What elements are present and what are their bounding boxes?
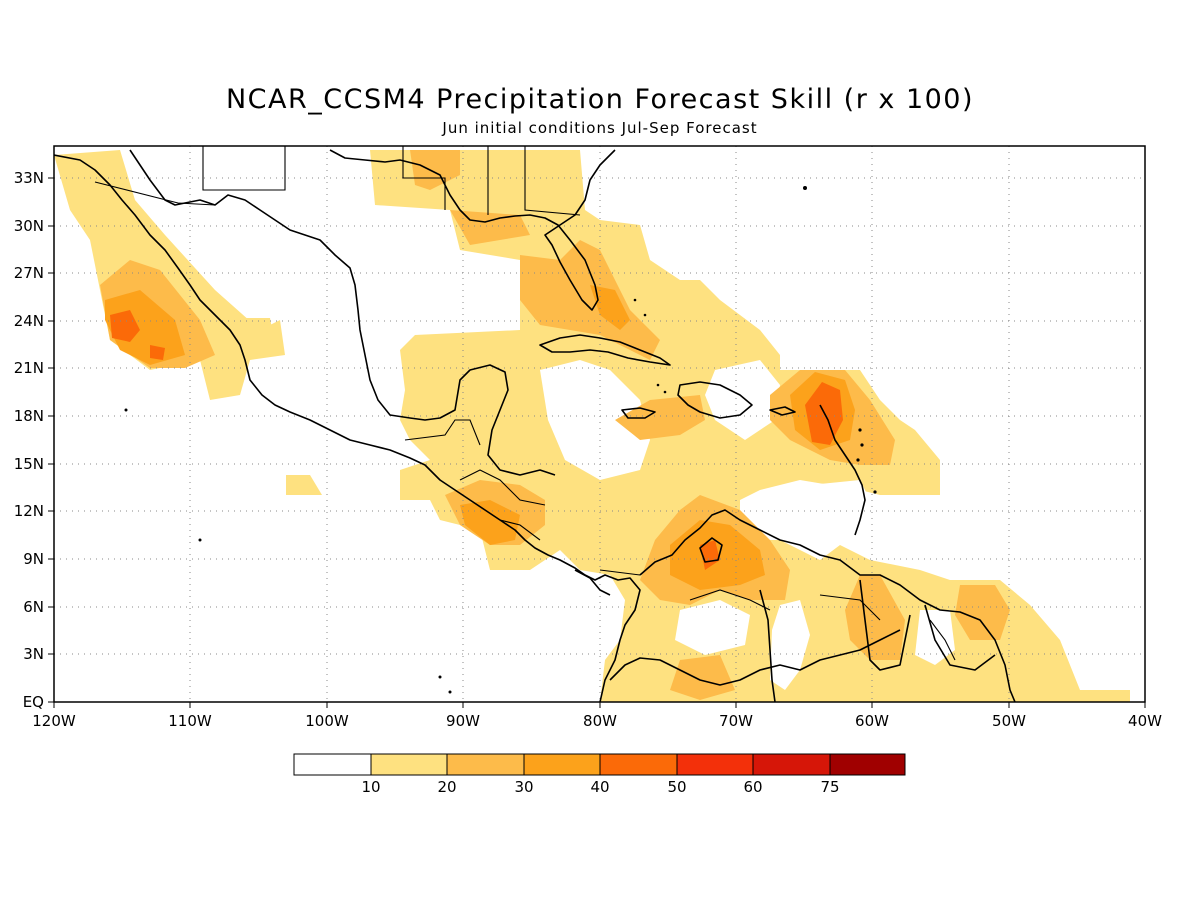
colorbar-swatch (599, 753, 678, 776)
country-borders (94, 146, 956, 661)
colorbar-swatch (523, 753, 601, 776)
y-tick-label: 18N (14, 407, 44, 425)
y-tick-label: EQ (23, 693, 44, 711)
colorbar-label: 40 (590, 778, 609, 796)
tick-marks (48, 177, 1146, 708)
x-tick-label: 50W (992, 712, 1026, 730)
x-tick-label: 110W (168, 712, 212, 730)
y-axis-labels: EQ 3N 6N 9N 12N 15N 18N 21N 24N 27N 30N … (14, 169, 44, 711)
map-subtitle: Jun initial conditions Jul-Sep Forecast (442, 119, 758, 137)
skill-shading (54, 150, 1130, 702)
map-title: NCAR_CCSM4 Precipitation Forecast Skill … (225, 84, 975, 115)
y-tick-label: 12N (14, 502, 44, 520)
x-tick-label: 120W (32, 712, 76, 730)
colorbar-label: 20 (437, 778, 456, 796)
x-tick-label: 40W (1128, 712, 1162, 730)
colorbar: 10 20 30 40 50 60 75 (293, 753, 906, 796)
islands (124, 186, 877, 694)
colorbar-label: 60 (743, 778, 762, 796)
y-tick-label: 6N (23, 598, 44, 616)
colorbar-swatch (829, 753, 906, 776)
x-tick-label: 100W (305, 712, 349, 730)
y-tick-label: 27N (14, 264, 44, 282)
colorbar-label: 75 (820, 778, 839, 796)
colorbar-swatch (676, 753, 754, 776)
x-tick-label: 60W (855, 712, 889, 730)
y-tick-label: 15N (14, 455, 44, 473)
coastlines (54, 149, 1016, 702)
colorbar-label: 50 (667, 778, 686, 796)
y-tick-label: 33N (14, 169, 44, 187)
colorbar-swatch (446, 753, 525, 776)
colorbar-label: 30 (514, 778, 533, 796)
y-tick-label: 3N (23, 645, 44, 663)
colorbar-swatch (752, 753, 831, 776)
x-axis-labels: 120W 110W 100W 90W 80W 70W 60W 50W 40W (32, 712, 1162, 730)
colorbar-swatch (293, 753, 372, 776)
y-tick-label: 9N (23, 550, 44, 568)
y-tick-label: 21N (14, 359, 44, 377)
y-tick-label: 24N (14, 312, 44, 330)
x-tick-label: 90W (446, 712, 480, 730)
colorbar-swatch (370, 753, 448, 776)
colorbar-label: 10 (361, 778, 380, 796)
y-tick-label: 30N (14, 217, 44, 235)
x-tick-label: 70W (719, 712, 753, 730)
x-tick-label: 80W (583, 712, 617, 730)
